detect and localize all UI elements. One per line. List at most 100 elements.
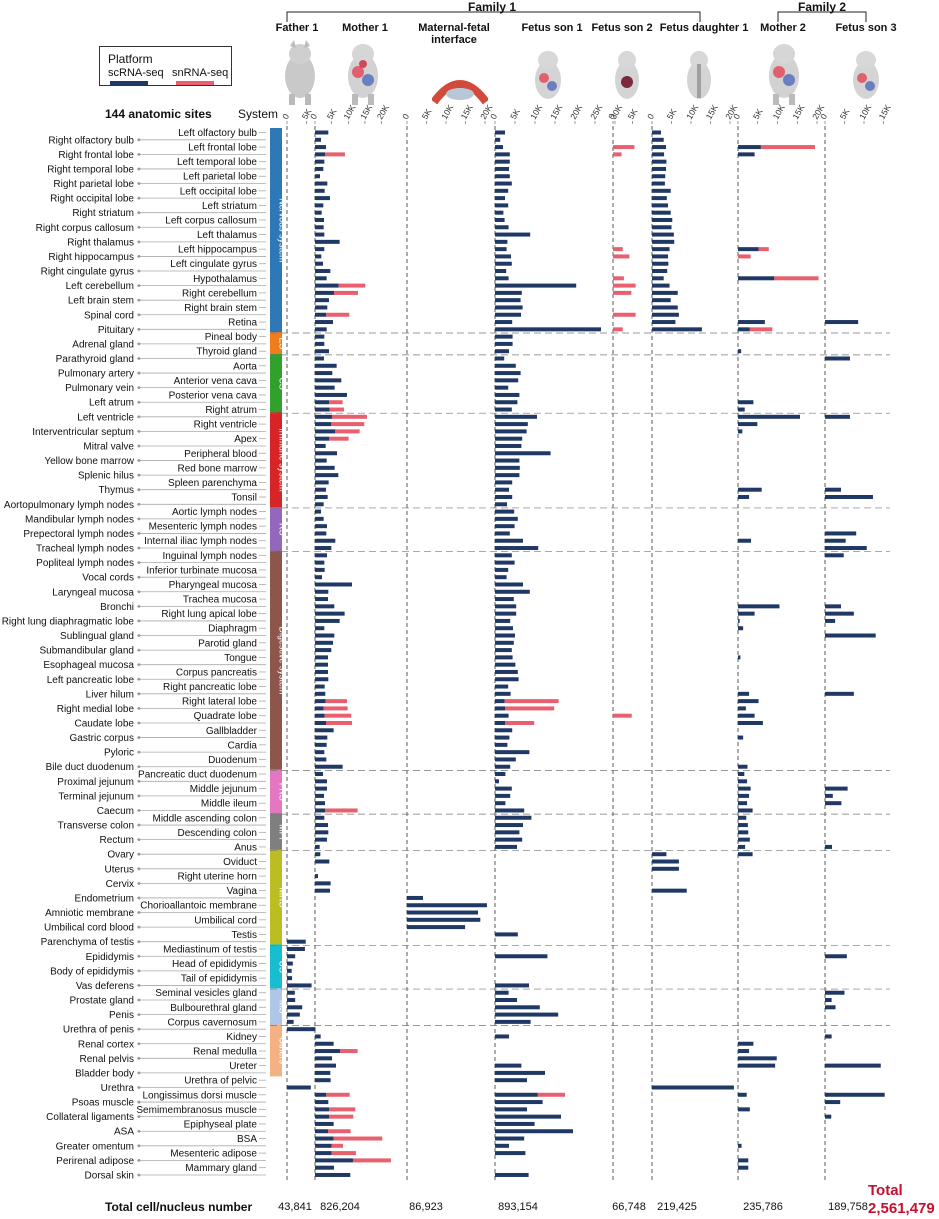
bar-sc-fetus-daughter-1 [652,210,671,215]
bar-sc-fetus-son-1 [495,1114,561,1119]
bar-sc-mother-2 [738,1056,777,1061]
tick-label: 25K [588,103,604,121]
bar-sc-mother-1 [315,699,326,704]
site-leader-dot [137,240,141,244]
system-label: MRS [278,887,288,907]
bar-sc-mother-2 [738,1092,747,1097]
site-leader-dot [137,400,141,404]
bar-sc-fetus-son-1 [495,327,601,332]
site-label: Right temporal lobe [47,164,134,175]
legend-title: Platform [108,52,153,66]
bar-sc-mother-2 [738,655,741,660]
total-label: Total cell/nucleus number [105,1200,253,1214]
site-label: Left corpus callosum [165,215,257,226]
site-label: Spinal cord [84,310,134,321]
bar-sc-fetus-son-1 [495,473,520,478]
site-label: Kidney [226,1032,257,1043]
site-label: Mandibular lymph nodes [25,514,134,525]
bar-sc-mother-2 [738,320,765,325]
bar-sc-mother-1 [315,546,332,551]
bar-sc-mother-1 [315,254,322,259]
bar-sc-mother-1 [315,575,322,580]
bar-sc-mother-1 [315,392,347,397]
bar-sc-mother-1 [315,349,329,354]
bar-sc-mother-2 [738,823,748,828]
site-label: Left cingulate gyrus [170,259,257,270]
bar-sc-mother-2 [738,793,750,798]
bar-sc-mother-1 [315,1151,332,1156]
bar-sc-fetus-son-3 [825,356,850,361]
bar-sc-mother-1 [315,502,324,507]
bar-sc-fetus-son-1 [495,1136,525,1141]
system-label: MS [278,1000,288,1014]
header-fetus-daughter-1: Fetus daughter 1 [659,22,749,34]
site-label: Epiphyseal plate [184,1119,258,1130]
bar-sc-fetus-son-1 [495,553,512,558]
site-label: Chorioallantoic membrane [140,901,257,912]
bar-sc-mother-1 [315,793,324,798]
bar-sc-mother-1 [315,531,327,536]
bar-sc-mother-1 [315,852,321,857]
bar-sc-fetus-daughter-1 [652,203,668,208]
bar-sn-mother-1 [329,407,344,412]
bar-sc-mother-1 [315,728,334,733]
bar-sc-mother-1 [315,691,326,696]
bar-sc-mother-1 [315,1078,331,1083]
bar-sn-mother-1 [323,706,348,711]
site-leader-dot [137,138,141,142]
bar-sc-mother-1 [315,334,325,339]
bar-sc-fetus-son-1 [495,181,512,186]
bar-sc-father-1 [287,983,312,988]
bar-sc-mother-1 [315,210,322,215]
bar-sc-fetus-son-1 [495,502,507,507]
bar-sc-mother-1 [315,626,325,631]
bar-sc-fetus-son-3 [825,414,850,419]
site-label: Endometrium [75,893,134,904]
bar-sc-maternal-fetal-interface [407,903,487,908]
bar-sc-fetus-daughter-1 [652,283,670,288]
bar-sc-mother-1 [315,516,324,521]
bar-sn-mother-2 [758,247,769,252]
site-label: Terminal jejunum [58,791,134,802]
bar-sc-fetus-son-1 [495,378,519,383]
site-label: Mesenteric adipose [170,1149,257,1160]
site-leader-dot [137,940,141,944]
bar-sc-fetus-son-1 [495,567,509,572]
bar-sc-fetus-son-1 [495,1143,509,1148]
bar-sc-mother-1 [315,589,329,594]
bar-sc-mother-1 [315,655,328,660]
site-label: Pyloric [104,748,134,759]
system-bar [270,412,282,508]
site-leader-dot [137,838,141,842]
bar-sc-fetus-son-1 [495,188,509,193]
bar-sc-mother-1 [315,1049,340,1054]
site-label: Left temporal lobe [177,157,257,168]
site-label: Transverse colon [58,821,134,832]
site-label: Right cingulate gyrus [41,267,134,278]
bar-sc-mother-1 [315,764,343,769]
bar-sc-mother-1 [315,385,335,390]
bar-sc-mother-1 [315,1063,336,1068]
site-leader-dot [137,444,141,448]
site-leader-dot [137,1071,141,1075]
site-label: Left cerebellum [66,281,134,292]
site-leader-dot [137,721,141,725]
bar-sc-fetus-son-1 [495,443,522,448]
bar-sc-fetus-son-1 [495,349,509,354]
site-label: Retina [228,318,257,329]
bar-sc-fetus-daughter-1 [652,239,675,244]
bar-sc-fetus-son-3 [825,538,846,543]
bar-sc-mother-2 [738,801,748,806]
bar-sc-fetus-daughter-1 [652,327,702,332]
site-leader-dot [137,473,141,477]
bar-sc-mother-1 [315,276,327,281]
tick-label: 0 [731,112,742,121]
site-label: Right corpus callosum [36,223,134,234]
bar-sc-mother-2 [738,764,748,769]
bar-sc-fetus-son-1 [495,385,509,390]
bar-sc-fetus-daughter-1 [652,159,667,164]
system-label: Nervous system [278,198,288,263]
total-mother-2: 235,786 [743,1201,783,1213]
site-label: Aorta [233,361,257,372]
